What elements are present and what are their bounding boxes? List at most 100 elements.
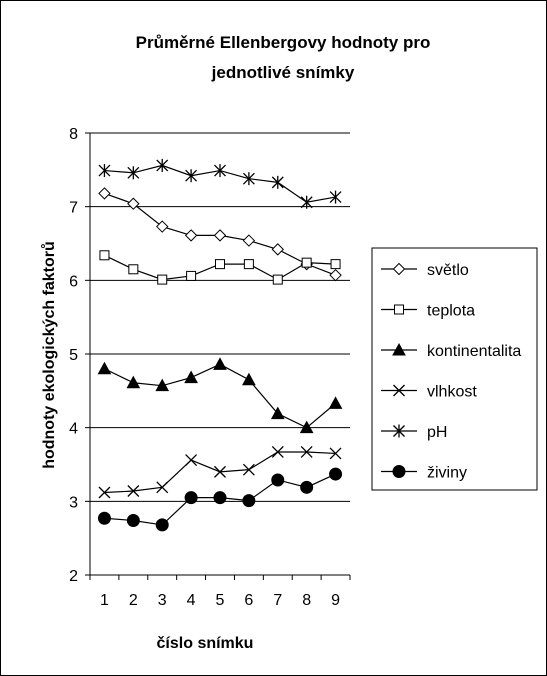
data-point <box>213 491 227 505</box>
legend-label: vlhkost <box>427 384 477 401</box>
data-point <box>329 467 343 481</box>
y-tick-label: 4 <box>69 421 78 438</box>
x-tick-label: 1 <box>100 592 109 609</box>
data-point <box>300 480 314 494</box>
data-point <box>270 406 285 420</box>
legend-label: živiny <box>427 465 467 482</box>
axes <box>85 132 351 580</box>
data-point <box>184 491 198 505</box>
data-point <box>157 274 168 285</box>
data-point <box>271 243 284 256</box>
x-tick-label: 2 <box>129 592 138 609</box>
data-point <box>214 164 226 178</box>
x-tick-label: 5 <box>216 592 225 609</box>
legend-marker <box>392 342 406 356</box>
y-tick-label: 3 <box>69 494 78 511</box>
data-point <box>184 370 198 384</box>
legend-label: světlo <box>427 262 469 279</box>
data-point <box>184 229 198 242</box>
x-tick-label: 9 <box>331 592 340 609</box>
data-point <box>98 187 111 200</box>
legend-item: teplota <box>381 303 475 320</box>
chart-title-line-2: jednotlivé snímky <box>211 63 355 82</box>
data-point <box>215 259 225 270</box>
legend-marker <box>392 262 406 276</box>
data-point <box>126 375 141 389</box>
x-tick-label: 4 <box>187 592 196 609</box>
data-point <box>126 513 140 527</box>
series-kontinentalita <box>97 357 343 434</box>
data-point <box>99 250 110 261</box>
data-point <box>155 378 170 392</box>
data-point <box>330 259 341 270</box>
legend-item: živiny <box>381 465 467 482</box>
data-point <box>127 485 140 497</box>
x-tick-label: 8 <box>302 592 311 609</box>
data-point <box>242 463 255 476</box>
legend: světlo teplota kontinentalita vlhkost pH živi… <box>371 247 538 491</box>
data-point <box>300 446 313 458</box>
data-point <box>97 361 112 375</box>
data-point <box>300 195 313 209</box>
y-tick-label: 5 <box>69 347 78 364</box>
legend-marker <box>393 424 405 438</box>
data-point <box>271 175 284 189</box>
series-plot <box>97 158 343 532</box>
legend-label: teplota <box>427 303 475 320</box>
data-point <box>272 274 283 285</box>
data-point <box>156 158 169 172</box>
data-point <box>156 220 169 233</box>
data-point <box>128 264 139 275</box>
legend-label: kontinentalita <box>427 343 521 360</box>
data-point <box>242 234 256 247</box>
legend-marker <box>394 304 404 315</box>
data-point <box>242 494 256 508</box>
legend-item: vlhkost <box>381 384 477 401</box>
data-point <box>328 396 343 409</box>
series-ph <box>98 158 342 209</box>
legend-marker <box>392 465 406 478</box>
y-tick-label: 7 <box>69 200 78 217</box>
series-svetlo <box>98 187 342 282</box>
data-point <box>329 447 342 460</box>
legend-item: kontinentalita <box>381 342 521 360</box>
data-point <box>301 257 312 268</box>
y-tick-label: 8 <box>69 126 78 143</box>
data-point <box>299 420 314 434</box>
y-axis-title: hodnoty ekologických faktorů <box>41 241 58 469</box>
data-point <box>242 372 256 386</box>
legend-marker <box>393 384 405 397</box>
data-point <box>213 357 227 370</box>
series-teplota <box>99 250 341 285</box>
data-point <box>271 446 284 458</box>
data-point <box>127 197 140 210</box>
legend-box <box>371 247 538 491</box>
data-point <box>271 473 285 487</box>
legend-label: pH <box>427 424 447 441</box>
x-axis-title: číslo snímku <box>157 635 254 652</box>
legend-item: pH <box>381 424 447 441</box>
data-point <box>155 518 169 532</box>
y-tick-label: 6 <box>69 273 78 290</box>
data-point <box>156 481 169 494</box>
data-point <box>242 172 255 186</box>
data-point <box>186 270 197 281</box>
data-point <box>213 229 227 242</box>
legend-item: světlo <box>381 262 469 279</box>
y-tick-labels: 2 3 4 5 6 7 8 <box>69 126 78 585</box>
data-point <box>98 164 111 178</box>
data-point <box>214 465 226 478</box>
chart-title-line-1: Průměrné Ellenbergovy hodnoty pro <box>136 33 431 52</box>
data-point <box>98 486 111 499</box>
x-tick-label: 7 <box>273 592 282 609</box>
data-point <box>243 259 254 270</box>
y-tick-label: 2 <box>69 568 78 585</box>
legend-items: světlo teplota kontinentalita vlhkost pH živi… <box>381 262 521 482</box>
data-point <box>329 268 342 282</box>
series-ziviny <box>97 467 343 532</box>
data-point <box>329 190 342 204</box>
data-point <box>185 454 198 467</box>
x-tick-label: 6 <box>244 592 253 609</box>
